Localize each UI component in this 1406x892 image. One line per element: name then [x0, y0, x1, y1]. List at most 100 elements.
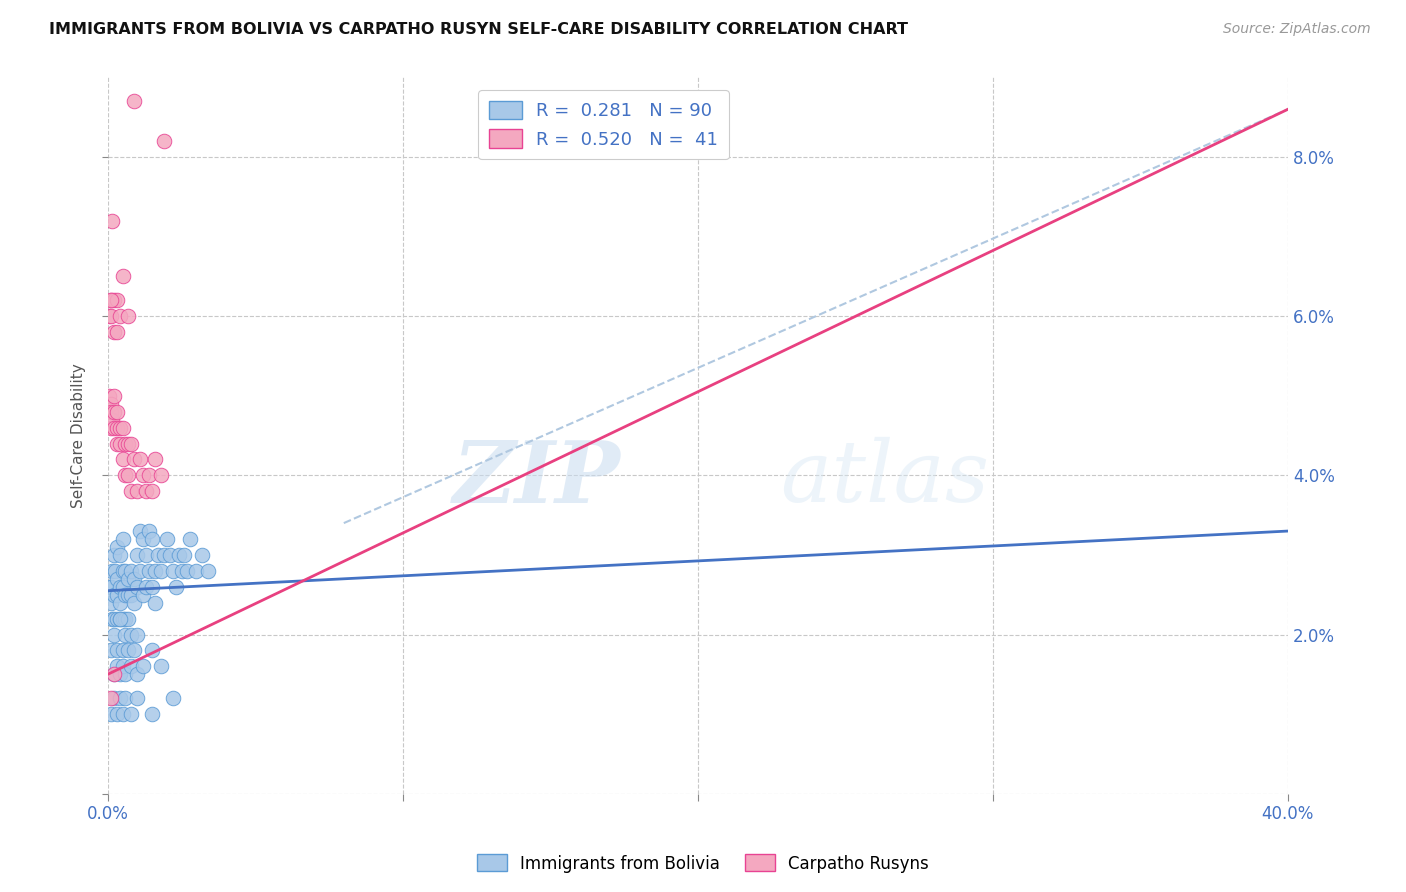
Point: [103, 420, 125, 434]
Point: [103, 389, 125, 403]
Point: [149, 659, 172, 673]
Point: [108, 436, 131, 450]
Point: [120, 588, 142, 602]
Point: [124, 643, 146, 657]
Point: [103, 611, 125, 625]
Point: [124, 452, 146, 467]
Point: [120, 627, 142, 641]
Point: [124, 596, 146, 610]
Point: [120, 436, 142, 450]
Point: [120, 564, 142, 578]
Point: [111, 659, 134, 673]
Point: [127, 627, 149, 641]
Point: [111, 580, 134, 594]
Point: [117, 309, 139, 323]
Point: [105, 572, 128, 586]
Point: [111, 269, 134, 284]
Point: [173, 548, 195, 562]
Point: [100, 293, 122, 308]
Point: [120, 707, 142, 722]
Point: [159, 548, 181, 562]
Point: [197, 564, 219, 578]
Point: [114, 667, 136, 681]
Point: [108, 667, 131, 681]
Point: [105, 436, 128, 450]
Legend: R =  0.281   N = 90, R =  0.520   N =  41: R = 0.281 N = 90, R = 0.520 N = 41: [478, 90, 728, 160]
Point: [103, 588, 125, 602]
Point: [103, 405, 125, 419]
Point: [100, 309, 122, 323]
Point: [101, 564, 124, 578]
Point: [135, 548, 157, 562]
Point: [105, 293, 128, 308]
Point: [138, 468, 160, 483]
Point: [114, 564, 136, 578]
Point: [132, 588, 155, 602]
Y-axis label: Self-Care Disability: Self-Care Disability: [72, 363, 86, 508]
Point: [156, 532, 179, 546]
Point: [114, 436, 136, 450]
Point: [108, 580, 131, 594]
Point: [141, 707, 163, 722]
Point: [100, 420, 122, 434]
Point: [111, 564, 134, 578]
Point: [105, 643, 128, 657]
Point: [100, 405, 122, 419]
Point: [165, 580, 187, 594]
Point: [103, 627, 125, 641]
Point: [111, 611, 134, 625]
Point: [135, 580, 157, 594]
Point: [105, 420, 128, 434]
Point: [141, 532, 163, 546]
Point: [111, 420, 134, 434]
Point: [167, 548, 190, 562]
Point: [129, 452, 152, 467]
Point: [176, 564, 198, 578]
Point: [127, 691, 149, 706]
Point: [143, 564, 166, 578]
Point: [108, 611, 131, 625]
Point: [111, 452, 134, 467]
Point: [146, 548, 169, 562]
Point: [179, 532, 201, 546]
Point: [127, 484, 149, 499]
Point: [100, 643, 122, 657]
Point: [117, 611, 139, 625]
Point: [114, 468, 136, 483]
Point: [149, 564, 172, 578]
Point: [103, 667, 125, 681]
Point: [114, 691, 136, 706]
Point: [100, 691, 122, 706]
Point: [162, 564, 184, 578]
Point: [98, 580, 121, 594]
Point: [138, 564, 160, 578]
Point: [170, 564, 193, 578]
Point: [108, 548, 131, 562]
Legend: Immigrants from Bolivia, Carpatho Rusyns: Immigrants from Bolivia, Carpatho Rusyns: [470, 847, 936, 880]
Point: [186, 564, 208, 578]
Point: [117, 436, 139, 450]
Point: [111, 643, 134, 657]
Point: [101, 213, 124, 227]
Point: [108, 309, 131, 323]
Point: [105, 588, 128, 602]
Point: [117, 572, 139, 586]
Point: [153, 134, 176, 148]
Point: [104, 564, 127, 578]
Point: [129, 524, 152, 538]
Point: [141, 643, 163, 657]
Text: Source: ZipAtlas.com: Source: ZipAtlas.com: [1223, 22, 1371, 37]
Point: [103, 325, 125, 339]
Point: [100, 596, 122, 610]
Point: [141, 484, 163, 499]
Point: [127, 580, 149, 594]
Point: [117, 468, 139, 483]
Point: [98, 309, 121, 323]
Point: [132, 532, 155, 546]
Point: [143, 596, 166, 610]
Point: [141, 580, 163, 594]
Point: [143, 452, 166, 467]
Point: [103, 691, 125, 706]
Point: [127, 548, 149, 562]
Point: [100, 397, 122, 411]
